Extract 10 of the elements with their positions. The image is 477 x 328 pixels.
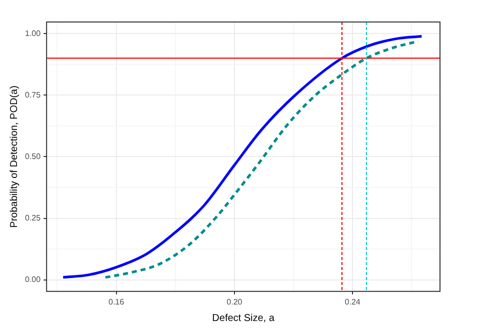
y-tick-label: 0.50 — [24, 152, 42, 161]
y-tick-label: 0.75 — [24, 90, 42, 100]
x-tick-label: 0.20 — [226, 297, 243, 306]
x-tick-label: 0.16 — [108, 297, 125, 306]
x-tick-label: 0.24 — [344, 297, 361, 306]
y-tick-label: 0.00 — [24, 275, 42, 284]
y-tick-label: 1.00 — [24, 28, 42, 38]
y-tick-label: 0.25 — [24, 213, 42, 222]
y-axis-title: Probability of Detection, POD(a) — [8, 86, 20, 228]
x-axis-title: Defect Size, a — [212, 312, 275, 324]
